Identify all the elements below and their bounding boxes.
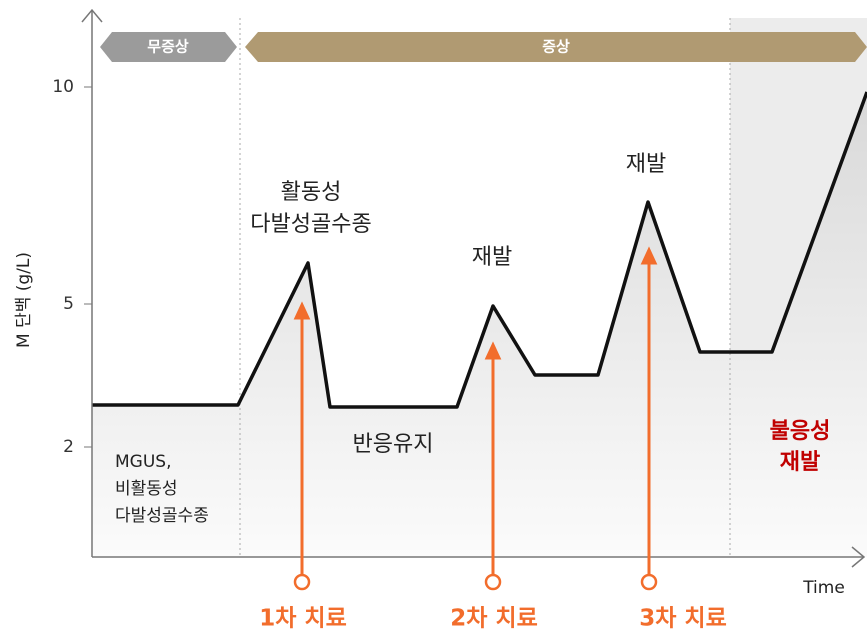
annotation: MGUS,: [115, 452, 171, 472]
tick-label: 2: [63, 437, 74, 457]
annotation: 불응성: [770, 419, 831, 444]
treatment-label: 3차 치료: [639, 606, 727, 632]
annotation: 재발: [626, 152, 666, 177]
tick-label: 5: [63, 294, 74, 314]
area: [92, 92, 867, 557]
annotation: 다발성골수종: [115, 506, 209, 526]
phase-banner: [245, 32, 867, 62]
treatment-label: 1차 치료: [259, 606, 347, 632]
arrow-base: [640, 573, 658, 591]
tick-label: 10: [52, 77, 74, 97]
treatment-label: 2차 치료: [450, 606, 538, 632]
annotation: 다발성골수종: [250, 212, 371, 237]
x-axis-label: Time: [802, 578, 845, 598]
arrow-head: [484, 341, 502, 360]
y-axis-label: M 단백 (g/L): [14, 252, 34, 348]
m-protein-line: [92, 91, 867, 409]
phase-label: 증상: [542, 38, 570, 56]
arrow-head: [293, 301, 311, 320]
arrow-base: [293, 573, 311, 591]
phase-label: 무증상: [147, 38, 189, 56]
annotation: 재발: [472, 245, 512, 270]
phase-banner: [100, 32, 237, 62]
annotation: 비활동성: [115, 479, 178, 499]
arrow-head: [640, 246, 658, 265]
x-arrow: [851, 546, 866, 568]
arrow-base: [484, 573, 502, 591]
annotation: 활동성: [281, 180, 342, 205]
annotation: 재발: [780, 450, 820, 475]
treatment-arrows: [293, 246, 658, 591]
annotation: 반응유지: [353, 432, 434, 457]
